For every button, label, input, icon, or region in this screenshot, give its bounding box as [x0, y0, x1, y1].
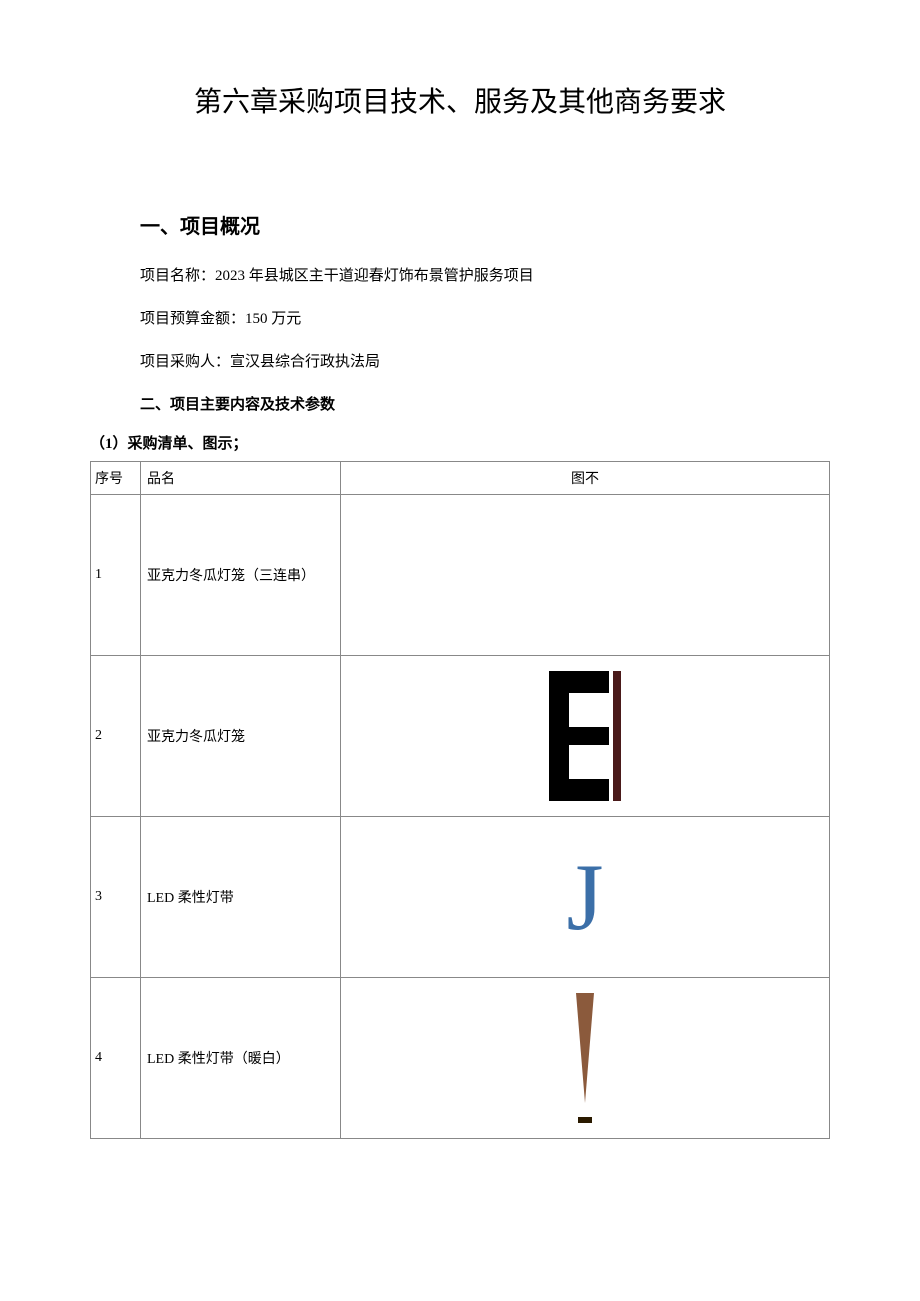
project-name-line: 项目名称：2023 年县城区主干道迎春灯饰布景管护服务项目	[140, 264, 830, 285]
cell-image	[341, 978, 830, 1139]
cell-image: J	[341, 817, 830, 978]
chapter-title: 第六章采购项目技术、服务及其他商务要求	[90, 80, 830, 120]
table-row: 3 LED 柔性灯带 J	[91, 817, 830, 978]
e-shape-icon	[341, 656, 829, 816]
cell-seq: 1	[91, 495, 141, 656]
cell-image	[341, 656, 830, 817]
cell-seq: 3	[91, 817, 141, 978]
cell-name: LED 柔性灯带（暖白）	[141, 978, 341, 1139]
purchaser-line: 项目采购人：宣汉县综合行政执法局	[140, 350, 830, 371]
budget-line: 项目预算金额：150 万元	[140, 307, 830, 328]
procurement-table: 序号 品名 图不 1 亚克力冬瓜灯笼（三连串） 2 亚克力冬瓜灯笼	[90, 461, 830, 1139]
header-image: 图不	[341, 462, 830, 495]
cell-name: 亚克力冬瓜灯笼（三连串）	[141, 495, 341, 656]
cell-image	[341, 495, 830, 656]
section-content-heading: 二、项目主要内容及技术参数	[140, 393, 830, 414]
table-row: 2 亚克力冬瓜灯笼	[91, 656, 830, 817]
header-name: 品名	[141, 462, 341, 495]
table-header-row: 序号 品名 图不	[91, 462, 830, 495]
cell-seq: 2	[91, 656, 141, 817]
section-overview-heading: 一、项目概况	[140, 210, 830, 239]
header-seq: 序号	[91, 462, 141, 495]
j-letter-icon: J	[341, 817, 829, 977]
cell-seq: 4	[91, 978, 141, 1139]
empty-icon	[341, 495, 829, 655]
procurement-list-heading: （1）采购清单、图示；	[90, 432, 830, 453]
cell-name: 亚克力冬瓜灯笼	[141, 656, 341, 817]
table-row: 4 LED 柔性灯带（暖白）	[91, 978, 830, 1139]
exclamation-icon	[341, 978, 829, 1138]
cell-name: LED 柔性灯带	[141, 817, 341, 978]
table-row: 1 亚克力冬瓜灯笼（三连串）	[91, 495, 830, 656]
